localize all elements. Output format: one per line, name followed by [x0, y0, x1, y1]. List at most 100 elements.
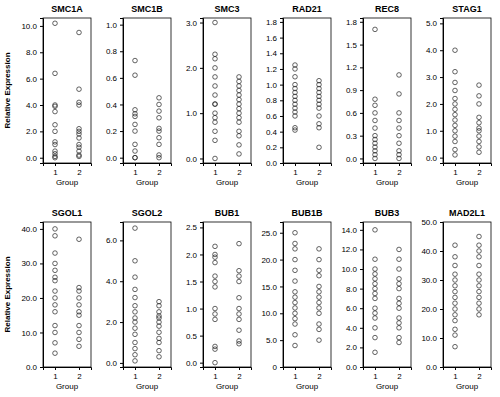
data-point: [477, 272, 482, 277]
data-point: [453, 118, 458, 123]
data-point: [53, 330, 58, 335]
data-point: [53, 341, 58, 346]
y-tick-mark: [280, 69, 283, 70]
panel: 0.00.20.40.60.81.01.21.41.61.812RAD21Gro…: [266, 4, 332, 187]
data-point: [453, 307, 458, 312]
y-tick: 1.0: [266, 81, 283, 90]
data-point: [237, 115, 242, 120]
plot-frame: [43, 18, 91, 163]
data-point: [53, 104, 58, 109]
y-tick-mark: [440, 280, 443, 281]
data-point: [157, 115, 162, 120]
y-tick: 2.0: [186, 64, 203, 73]
data-point: [133, 142, 138, 147]
y-tick-mark: [440, 222, 443, 223]
data-point: [237, 134, 242, 139]
data-point: [77, 296, 82, 301]
y-tick-label: 25.0: [261, 229, 277, 238]
data-point: [477, 102, 482, 107]
data-point: [53, 278, 58, 283]
y-axis-line: [120, 19, 124, 164]
data-point: [453, 272, 458, 277]
x-tick-label: 1: [293, 372, 298, 381]
y-tick-mark: [440, 23, 443, 24]
data-point: [213, 52, 218, 57]
data-point: [317, 145, 322, 150]
data-point: [453, 96, 458, 101]
y-tick: 14.0: [341, 226, 363, 235]
y-tick: 0.0: [26, 363, 43, 372]
data-point: [133, 149, 138, 154]
data-point: [213, 93, 218, 98]
y-tick: 1.8: [266, 18, 283, 27]
y-tick-label: 2.0: [186, 64, 198, 73]
y-tick: 20.0: [21, 294, 43, 303]
y-axis: 0.00.30.60.91.21.51.8: [346, 18, 364, 164]
data-point: [453, 48, 458, 53]
panel-title: BUB1B: [291, 208, 323, 218]
data-point: [213, 252, 218, 257]
y-axis: 0.02.04.06.08.010.012.014.0: [341, 223, 363, 373]
data-point: [133, 310, 138, 315]
x-axis-title: Group: [136, 382, 159, 391]
data-point: [237, 93, 242, 98]
y-tick-mark: [440, 104, 443, 105]
plot-frame: [123, 222, 171, 367]
data-point: [397, 133, 402, 138]
x-tick-mark: [479, 367, 480, 370]
panel-title: SMC1B: [131, 4, 163, 14]
y-tick: 0.4: [106, 101, 123, 110]
panel-title: BUB3: [375, 208, 400, 218]
data-point: [453, 263, 458, 268]
x-tick-mark: [55, 163, 56, 166]
y-tick-label: 0.0: [266, 159, 278, 168]
x-tick: 1: [213, 163, 218, 177]
x-tick-label: 2: [77, 372, 82, 381]
data-point: [293, 230, 298, 235]
y-tick: 4.0: [346, 324, 363, 333]
x-tick-mark: [159, 367, 160, 370]
data-point: [373, 277, 378, 282]
x-tick-label: 1: [53, 168, 58, 177]
data-point: [133, 303, 138, 308]
y-axis-line: [440, 19, 444, 164]
x-tick: 2: [397, 163, 402, 177]
data-point: [453, 153, 458, 158]
y-axis-line: [280, 223, 284, 368]
data-point: [397, 156, 402, 161]
data-point: [477, 313, 482, 318]
x-tick-label: 2: [477, 168, 482, 177]
data-point: [477, 128, 482, 133]
y-tick-label: 14.0: [341, 226, 357, 235]
y-tick: 1.0: [186, 109, 203, 118]
data-point: [293, 247, 298, 252]
x-tick: 1: [53, 367, 58, 381]
data-point: [213, 84, 218, 89]
y-tick: 0.0: [346, 363, 363, 372]
y-tick-mark: [120, 51, 123, 52]
data-point: [53, 303, 58, 308]
y-tick-label: 4.0: [106, 277, 118, 286]
data-point: [397, 267, 402, 272]
x-tick-mark: [479, 163, 480, 166]
x-axis-line: [44, 164, 92, 167]
data-point: [53, 109, 58, 114]
data-point: [213, 111, 218, 116]
x-tick-mark: [55, 367, 56, 370]
data-point: [213, 244, 218, 249]
y-tick: 5.0: [426, 19, 443, 28]
data-point: [237, 120, 242, 125]
y-tick: 40.0: [421, 247, 443, 256]
data-point: [373, 103, 378, 108]
y-tick: 25.0: [261, 229, 283, 238]
panel-title: REC8: [375, 4, 399, 14]
data-point: [133, 155, 138, 160]
y-tick-mark: [40, 298, 43, 299]
panel: 0.010.020.030.040.012SGOL1GroupRelative …: [3, 208, 92, 391]
data-point: [53, 351, 58, 356]
x-tick: 1: [53, 163, 58, 177]
data-point: [317, 114, 322, 119]
data-point: [213, 306, 218, 311]
data-point: [157, 354, 162, 359]
data-point: [77, 136, 82, 141]
